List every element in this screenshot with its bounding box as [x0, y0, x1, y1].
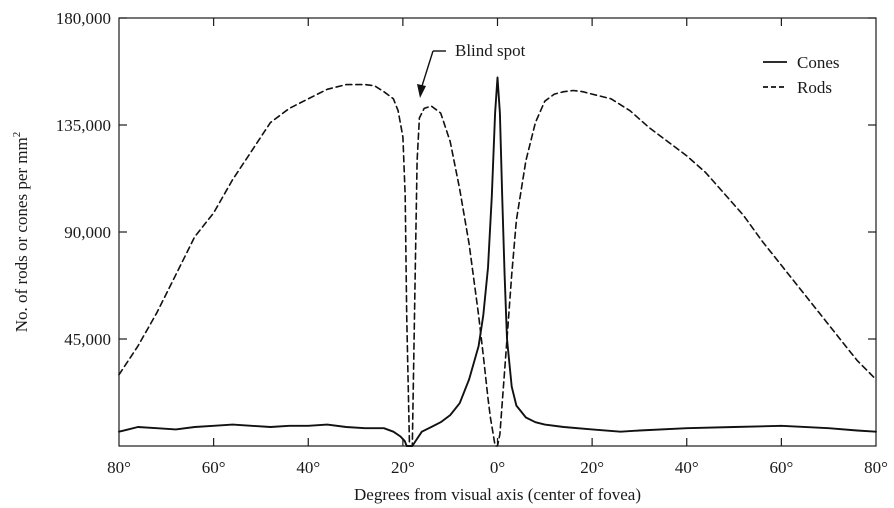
x-tick-label: 40°: [296, 458, 320, 477]
series-line-rods: [118, 83, 877, 447]
x-tick-label: 80°: [107, 458, 131, 477]
x-tick-label: 20°: [391, 458, 415, 477]
y-axis-title: No. of rods or cones per mm2: [11, 132, 31, 333]
legend: Cones Rods: [763, 53, 840, 97]
y-axis-title-main: No. of rods or cones per mm: [12, 137, 31, 332]
x-tick-label: 40°: [675, 458, 699, 477]
x-axis-ticks: 80° 60° 40° 20° 0° 20° 40° 60° 80°: [107, 18, 888, 477]
y-tick-label: 135,000: [56, 116, 111, 135]
blind-spot-arrow-shaft: [421, 50, 434, 87]
x-tick-label: 20°: [580, 458, 604, 477]
series-line-cones: [118, 76, 877, 447]
x-axis-title: Degrees from visual axis (center of fove…: [354, 485, 641, 504]
y-tick-label: 180,000: [56, 9, 111, 28]
blind-spot-label: Blind spot: [455, 41, 526, 60]
y-axis-title-superscript: 2: [11, 132, 23, 138]
y-tick-label: 45,000: [64, 330, 111, 349]
y-tick-label: 90,000: [64, 223, 111, 242]
blind-spot-arrow-head: [417, 84, 426, 98]
legend-cones-label: Cones: [797, 53, 840, 72]
x-tick-label: 60°: [769, 458, 793, 477]
y-axis-ticks: 45,000 90,000 135,000 180,000: [56, 9, 876, 349]
x-tick-label: 80°: [864, 458, 888, 477]
series-group: [118, 76, 877, 447]
legend-rods-label: Rods: [797, 78, 832, 97]
x-tick-label: 60°: [202, 458, 226, 477]
x-tick-label: 0°: [490, 458, 505, 477]
blind-spot-annotation: Blind spot: [417, 41, 526, 98]
